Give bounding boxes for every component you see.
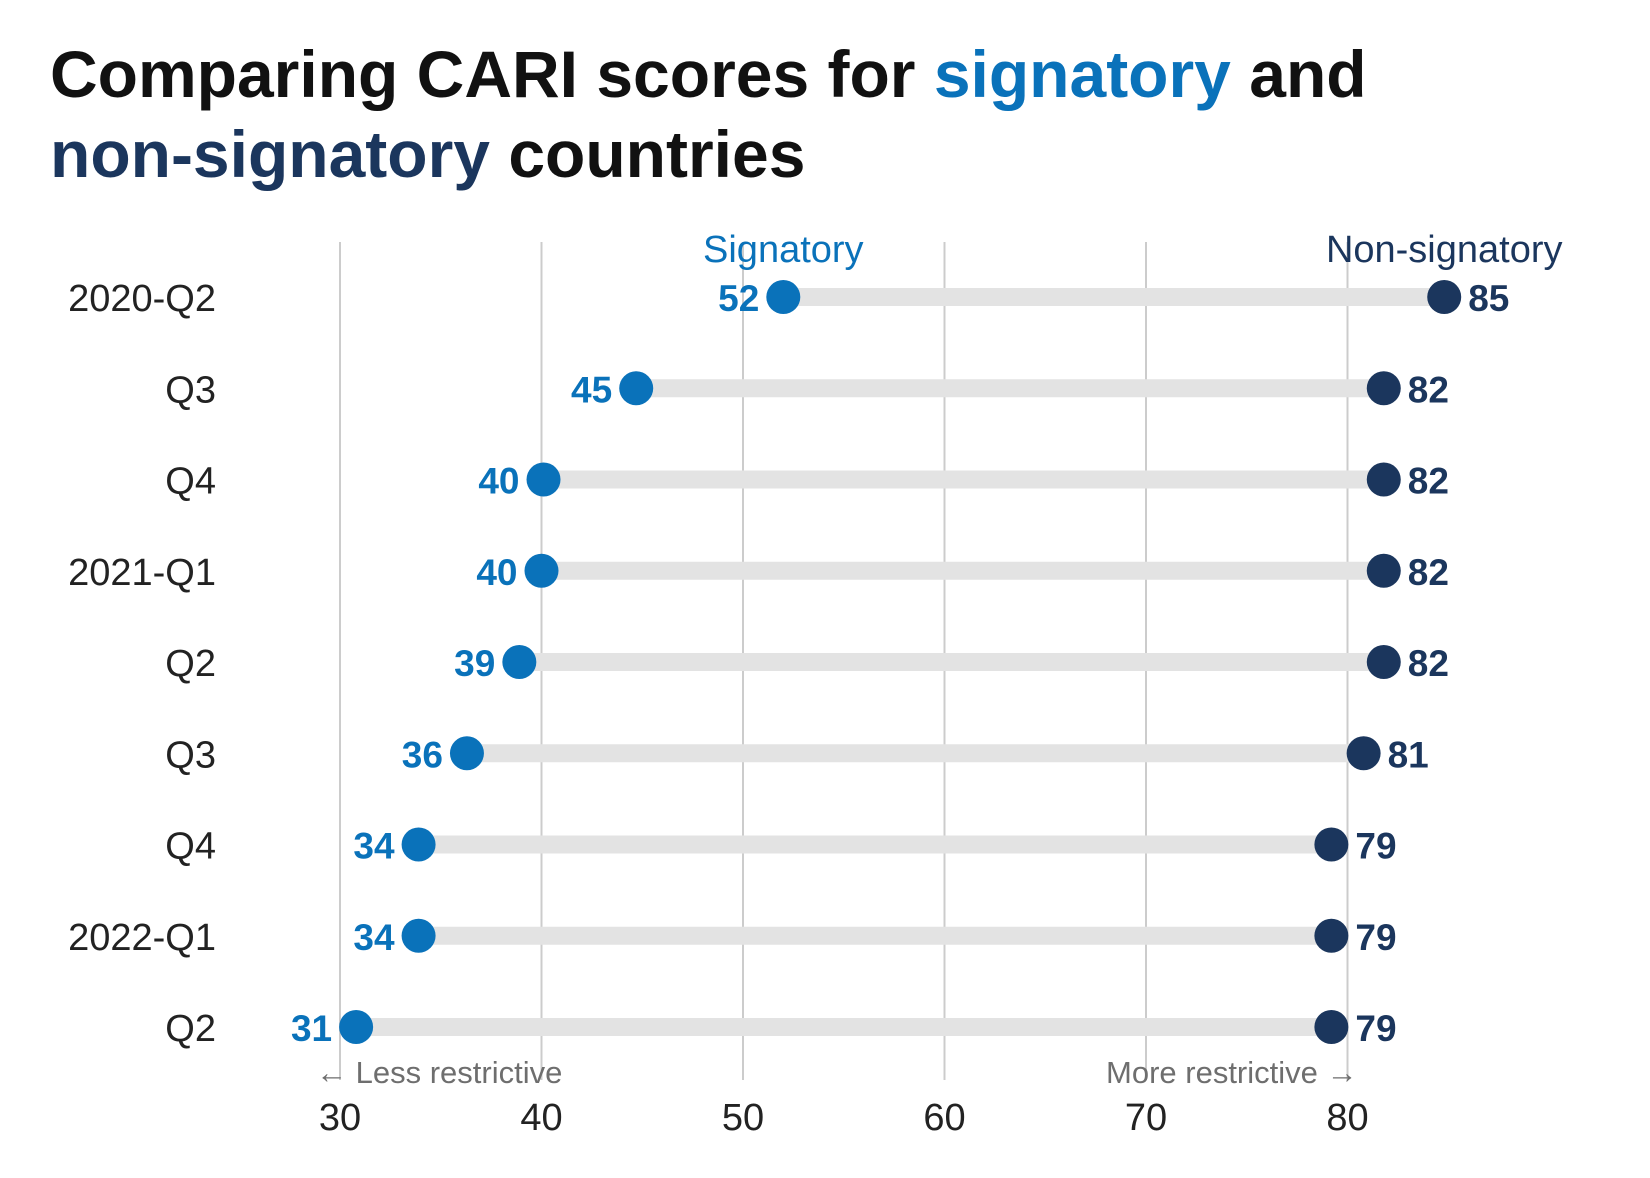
non-signatory-value-label: 79 [1355, 1008, 1396, 1049]
signatory-dot [401, 827, 436, 862]
non-signatory-value-label: 82 [1408, 643, 1449, 684]
title-part-3: countries [490, 117, 806, 191]
signatory-value-label: 34 [353, 826, 395, 867]
signatory-value-label: 52 [718, 278, 759, 319]
less-restrictive-note: ← Less restrictive [316, 1055, 562, 1090]
non-signatory-dot [1366, 553, 1401, 588]
title-part-1: Comparing CARI scores for [50, 37, 934, 111]
non-signatory-dot [1346, 736, 1381, 771]
y-category-label: 2020-Q2 [68, 278, 216, 320]
non-signatory-dot [1366, 371, 1401, 406]
x-tick-label: 40 [520, 1097, 562, 1139]
signatory-dot [449, 736, 484, 771]
non-signatory-value-label: 81 [1388, 734, 1429, 775]
y-category-label: Q2 [165, 643, 216, 685]
signatory-dot [401, 918, 436, 953]
signatory-dot [619, 371, 654, 406]
x-tick-label: 30 [319, 1097, 361, 1139]
x-tick-label: 60 [923, 1097, 965, 1139]
non-signatory-value-label: 85 [1468, 278, 1509, 319]
signatory-dot [502, 645, 537, 679]
title-highlight-non-signatory: non-signatory [50, 117, 490, 191]
title-highlight-signatory: signatory [933, 37, 1231, 111]
y-category-label: Q3 [165, 734, 216, 776]
signatory-value-label: 39 [454, 643, 495, 684]
non-signatory-dot [1314, 918, 1349, 953]
connectors [347, 288, 1454, 1036]
non-signatory-dot [1314, 827, 1349, 862]
x-tick-label: 80 [1326, 1097, 1368, 1139]
y-category-label: Q2 [165, 1008, 216, 1050]
signatory-dot [339, 1010, 374, 1044]
title-part-2: and [1230, 37, 1367, 111]
signatory-value-label: 31 [291, 1008, 332, 1049]
more-restrictive-note: More restrictive → [1106, 1055, 1357, 1090]
signatory-value-label: 34 [353, 917, 395, 958]
signatory-value-label: 40 [478, 461, 519, 502]
y-category-label: Q4 [165, 461, 216, 503]
non-signatory-value-label: 82 [1408, 369, 1449, 410]
x-tick-label: 70 [1125, 1097, 1167, 1139]
signatory-value-label: 40 [476, 552, 517, 593]
signatory-dot [526, 462, 561, 497]
y-category-label: Q3 [165, 369, 216, 411]
legend-non-signatory: Non-signatory [1326, 229, 1563, 271]
non-signatory-value-label: 79 [1355, 917, 1396, 958]
y-category-label: 2021-Q1 [68, 552, 216, 594]
chart-title: Comparing CARI scores for signatory and n… [50, 34, 1610, 194]
non-signatory-value-label: 82 [1408, 461, 1449, 502]
signatory-dot [766, 280, 801, 314]
labels: 30 40 50 60 70 80 52 85 2020-Q2 45 82 Q3 40 82 Q4 40 82 2… [68, 229, 1562, 1139]
signatory-dot [524, 553, 559, 588]
non-signatory-value-label: 79 [1355, 826, 1396, 867]
non-signatory-value-label: 82 [1408, 552, 1449, 593]
non-signatory-dot [1366, 462, 1401, 497]
x-tick-label: 50 [722, 1097, 764, 1139]
y-category-label: 2022-Q1 [68, 917, 216, 959]
signatory-value-label: 36 [402, 734, 443, 775]
legend-signatory: Signatory [703, 229, 864, 271]
non-signatory-dot [1427, 280, 1462, 314]
non-signatory-dot [1366, 645, 1401, 679]
data-points [339, 280, 1462, 1044]
y-category-label: Q4 [165, 826, 216, 868]
non-signatory-dot [1314, 1010, 1349, 1044]
signatory-value-label: 45 [571, 369, 612, 410]
